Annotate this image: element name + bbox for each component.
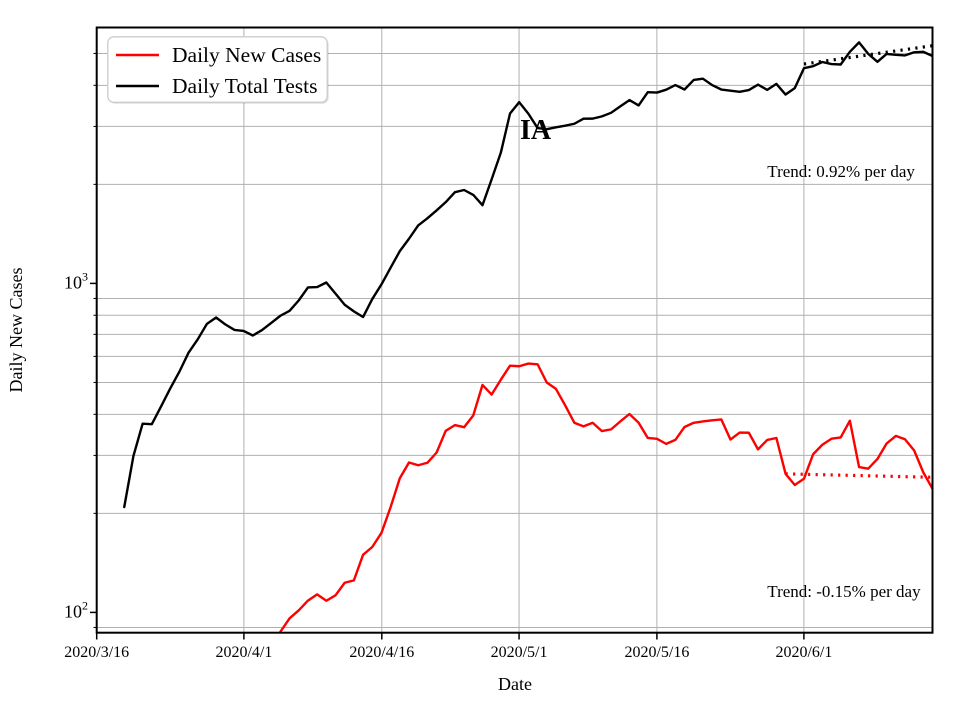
svg-text:Trend: 0.92% per day: Trend: 0.92% per day <box>767 162 915 181</box>
svg-text:2020/3/16: 2020/3/16 <box>64 644 129 661</box>
svg-text:2020/6/1: 2020/6/1 <box>775 644 832 661</box>
svg-text:IA: IA <box>520 115 552 146</box>
svg-text:2020/5/16: 2020/5/16 <box>624 644 689 661</box>
svg-text:Daily New Cases: Daily New Cases <box>172 43 321 67</box>
svg-text:Trend: -0.15% per day: Trend: -0.15% per day <box>767 582 921 601</box>
svg-text:2020/5/1: 2020/5/1 <box>491 644 548 661</box>
svg-text:Date: Date <box>498 674 532 694</box>
svg-text:2020/4/16: 2020/4/16 <box>349 644 414 661</box>
svg-text:Daily New Cases: Daily New Cases <box>6 268 26 393</box>
svg-text:2020/4/1: 2020/4/1 <box>215 644 272 661</box>
svg-text:Daily Total Tests: Daily Total Tests <box>172 74 318 98</box>
